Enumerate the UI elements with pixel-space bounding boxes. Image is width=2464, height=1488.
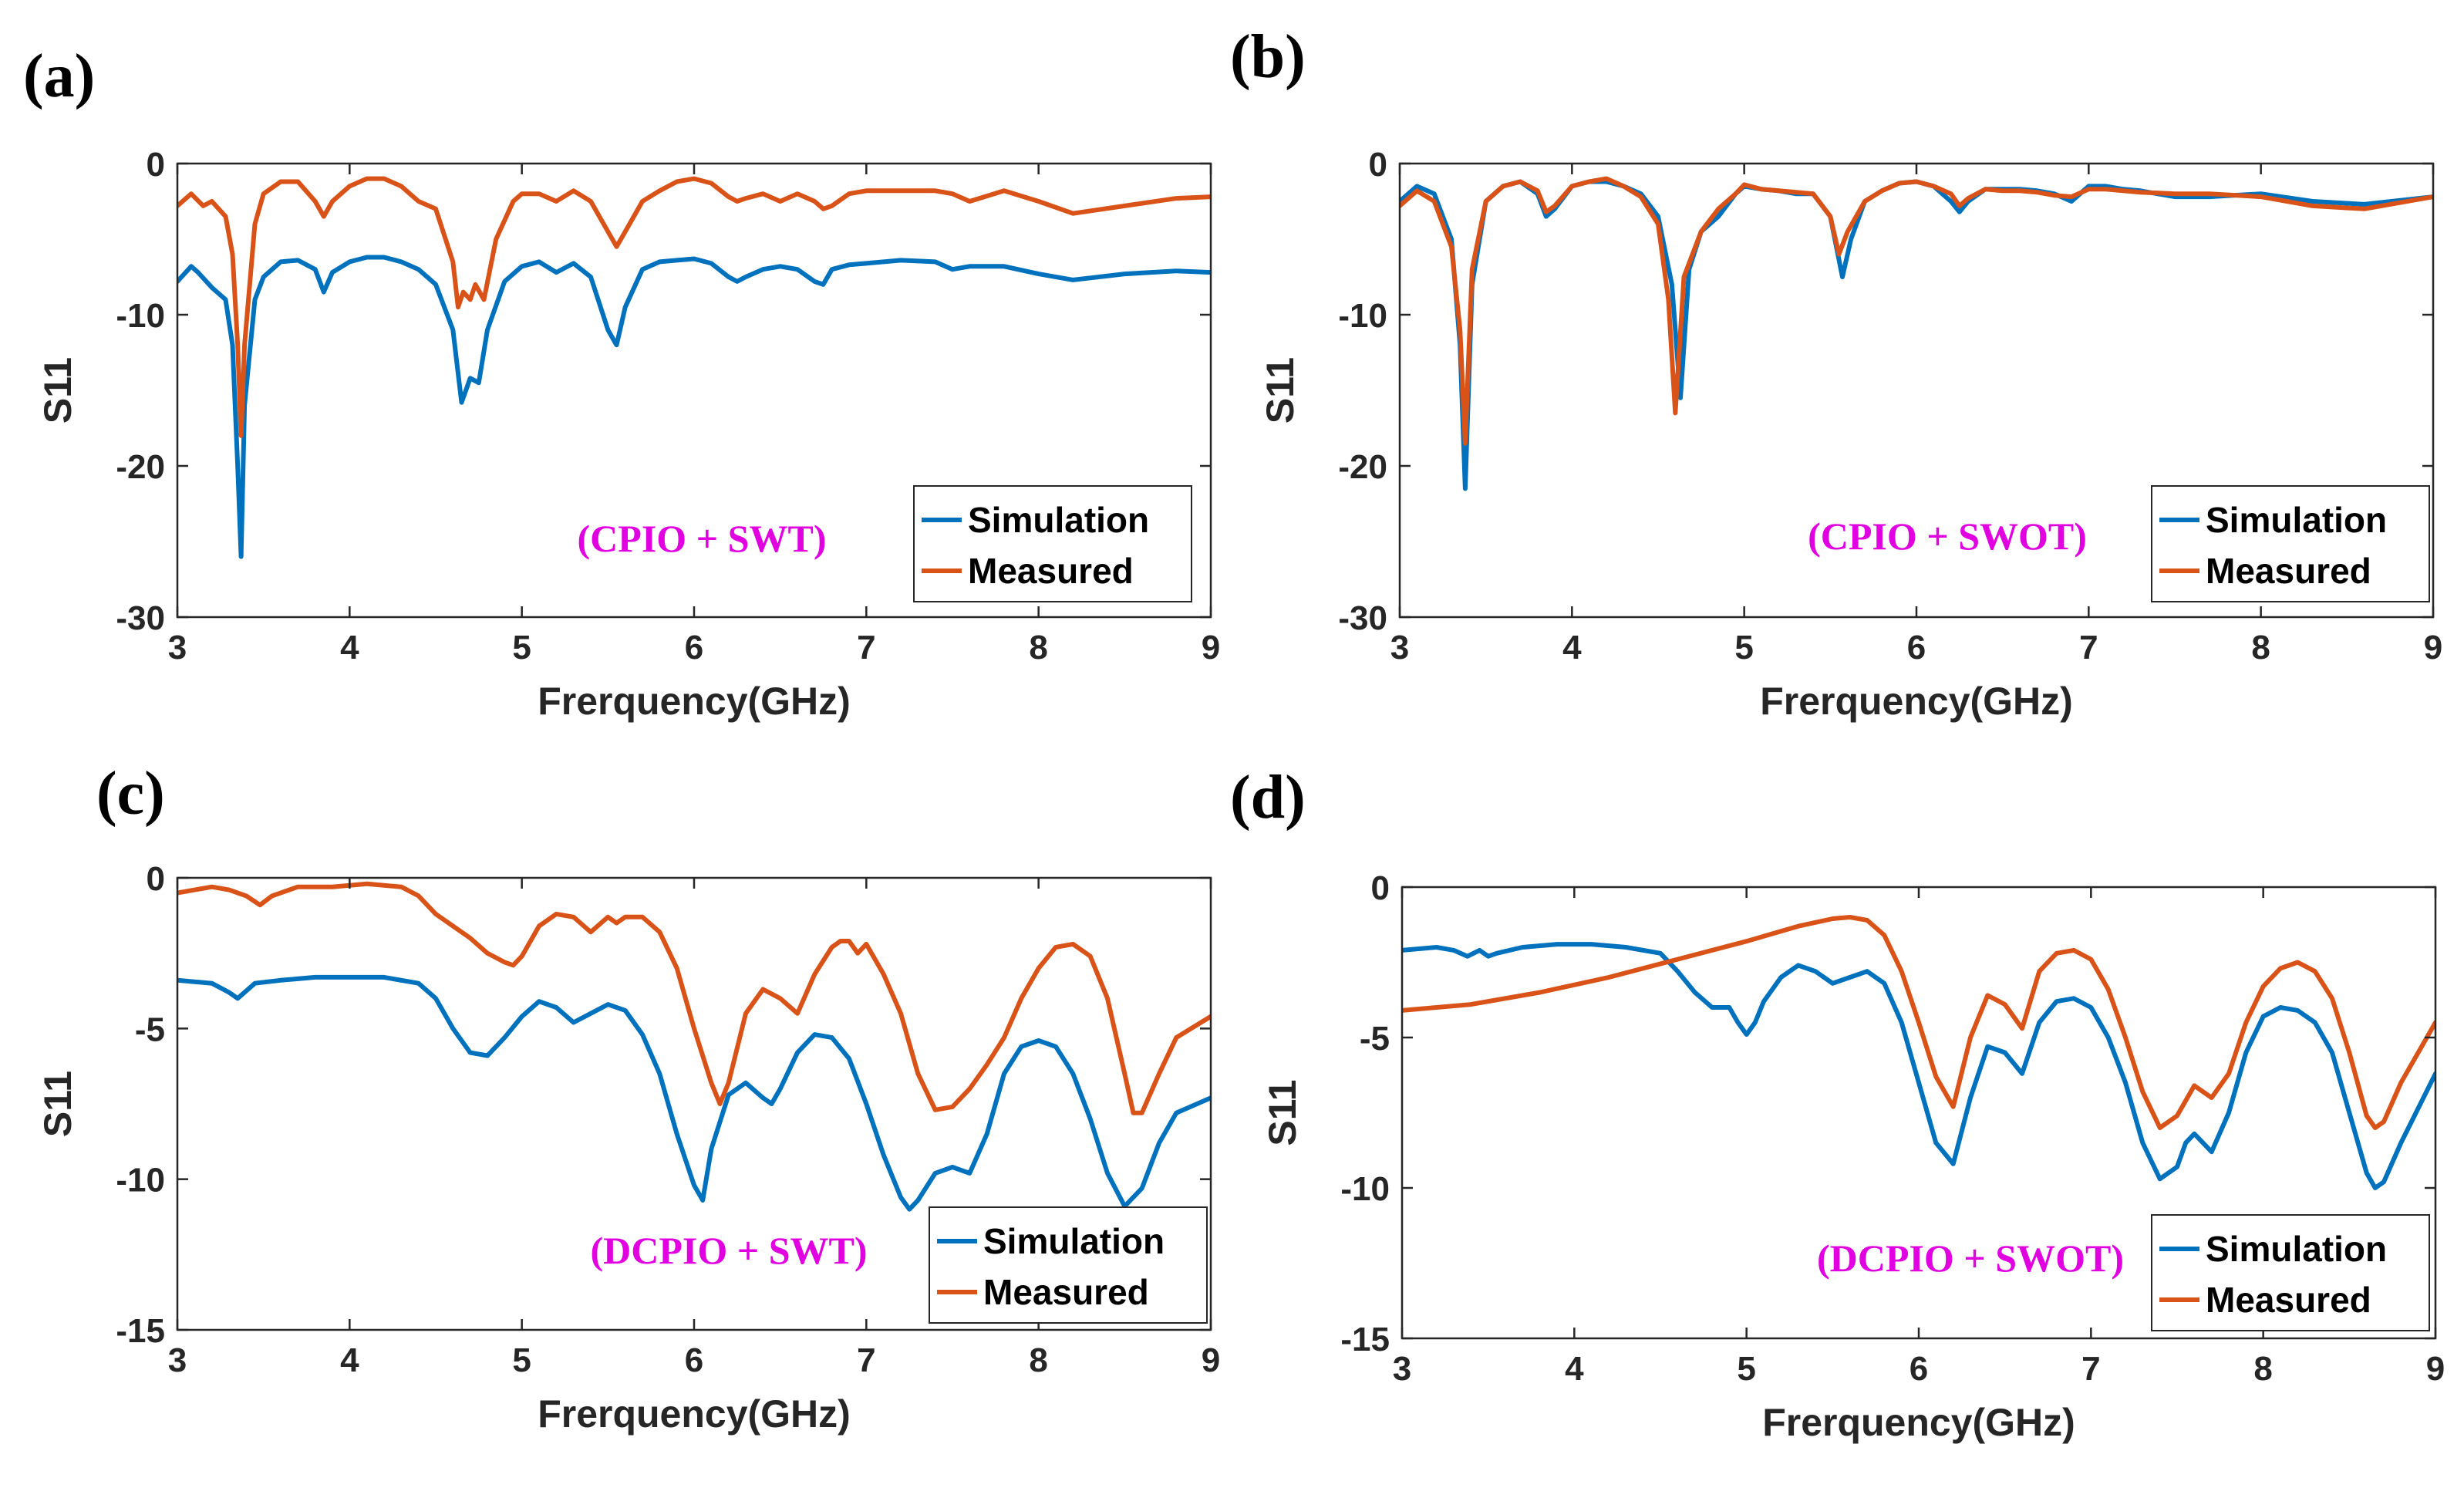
x-tick-label: 6 [685, 1341, 703, 1379]
x-tick-label: 8 [2251, 629, 2270, 666]
x-tick-label: 6 [1907, 629, 1926, 666]
y-tick-label: 0 [147, 146, 165, 184]
panel-label: (d) [1230, 764, 1306, 832]
x-tick-label: 7 [857, 629, 875, 666]
legend: Simulation Measured [929, 1206, 1208, 1324]
x-tick-label: 9 [2424, 629, 2442, 666]
x-axis-title: Frerquency(GHz) [538, 680, 851, 723]
x-tick-label: 3 [1393, 1350, 1411, 1388]
x-tick-label: 7 [857, 1341, 875, 1379]
y-tick-label: -15 [1340, 1321, 1390, 1358]
y-tick-label: -30 [1338, 599, 1387, 637]
series-line-measured [1402, 915, 2435, 1130]
y-tick-label: -30 [116, 599, 165, 637]
series-line-simulation [1400, 179, 2433, 491]
legend-label-measured: Measured [2206, 551, 2371, 591]
x-tick-label: 8 [1029, 629, 1047, 666]
panel-label: (a) [23, 42, 95, 110]
series-line-measured [177, 176, 1211, 438]
y-tick-label: 0 [1371, 869, 1390, 907]
series-line-simulation [177, 974, 1211, 1212]
x-axis-title: Frerquency(GHz) [538, 1392, 851, 1436]
y-tick-label: 0 [147, 860, 165, 898]
legend-label-simulation: Simulation [983, 1221, 1165, 1261]
config-annotation: (CPIO + SWOT) [1808, 515, 2087, 558]
x-tick-label: 3 [1390, 629, 1409, 666]
x-tick-label: 4 [1565, 1350, 1584, 1388]
panel-c: (c) 3 4 5 6 7 8 9 0 -5 -10 -15 Frerquency(GHz) S11 Sim… [36, 760, 1220, 1436]
x-tick-label: 4 [340, 629, 359, 666]
series-line-measured [1400, 176, 2433, 446]
legend-label-measured: Measured [2206, 1280, 2371, 1320]
x-tick-label: 5 [512, 629, 531, 666]
panel-label: (c) [96, 760, 165, 828]
legend-box [2151, 1214, 2430, 1331]
x-tick-label: 5 [1737, 1350, 1755, 1388]
y-tick-label: 0 [1369, 146, 1387, 184]
y-tick-label: -10 [1338, 297, 1387, 335]
x-tick-label: 8 [2253, 1350, 2272, 1388]
legend: Simulation Measured [2151, 485, 2430, 602]
legend: Simulation Measured [2151, 1214, 2430, 1331]
y-tick-label: -5 [135, 1011, 165, 1048]
x-tick-label: 5 [512, 1341, 531, 1379]
panel-b: (b) 3 4 5 6 7 8 9 0 -10 -20 -30 Frerquency(GHz) S11 Si… [1230, 23, 2442, 723]
y-tick-label: -20 [1338, 448, 1387, 486]
series-line-simulation [1402, 942, 2435, 1190]
y-axis-title: S11 [36, 1071, 79, 1137]
series-line-simulation [177, 255, 1211, 559]
legend-box [929, 1206, 1208, 1324]
legend-label-simulation: Simulation [2206, 1229, 2387, 1269]
x-tick-label: 9 [1202, 629, 1220, 666]
x-tick-label: 9 [1202, 1341, 1220, 1379]
legend-label-simulation: Simulation [2206, 500, 2387, 540]
y-tick-label: -15 [116, 1312, 165, 1350]
y-tick-label: -20 [116, 448, 165, 486]
x-axis-title: Frerquency(GHz) [1760, 680, 2073, 723]
x-tick-label: 7 [2079, 629, 2098, 666]
x-tick-label: 4 [1562, 629, 1582, 666]
y-tick-label: -10 [1340, 1170, 1390, 1208]
x-tick-label: 9 [2426, 1350, 2445, 1388]
y-tick-label: -10 [116, 1162, 165, 1200]
legend-label-measured: Measured [983, 1272, 1149, 1312]
y-axis-title: S11 [36, 357, 79, 423]
x-tick-label: 3 [168, 629, 187, 666]
x-tick-label: 3 [168, 1341, 187, 1379]
y-axis-title: S11 [1259, 357, 1302, 423]
x-tick-label: 4 [340, 1341, 359, 1379]
x-axis-title: Frerquency(GHz) [1762, 1401, 2075, 1444]
x-tick-label: 5 [1734, 629, 1753, 666]
x-tick-label: 7 [2081, 1350, 2100, 1388]
config-annotation: (CPIO + SWT) [578, 517, 827, 560]
config-annotation: (DCPIO + SWOT) [1817, 1237, 2124, 1280]
x-tick-label: 6 [685, 629, 703, 666]
x-tick-label: 6 [1910, 1350, 1928, 1388]
x-tick-label: 8 [1029, 1341, 1047, 1379]
y-axis-title: S11 [1261, 1079, 1304, 1146]
legend: Simulation Measured [913, 485, 1192, 602]
panel-d: (d) 3 4 5 6 7 8 9 0 -5 -10 -15 Frerquency(GHz) S11 Sim… [1230, 764, 2445, 1444]
y-tick-label: -5 [1360, 1020, 1390, 1058]
series-line-measured [177, 881, 1211, 1115]
panel-label: (b) [1230, 23, 1306, 91]
y-tick-label: -10 [116, 297, 165, 335]
legend-label-simulation: Simulation [968, 500, 1149, 540]
panel-a: (a) 3 4 5 6 7 8 9 0 -10 -20 -30 Frerquency(GHz) S11 Si… [23, 42, 1220, 723]
legend-label-measured: Measured [968, 551, 1134, 591]
legend-box [2151, 485, 2430, 602]
config-annotation: (DCPIO + SWT) [590, 1229, 867, 1272]
legend-box [913, 485, 1192, 602]
